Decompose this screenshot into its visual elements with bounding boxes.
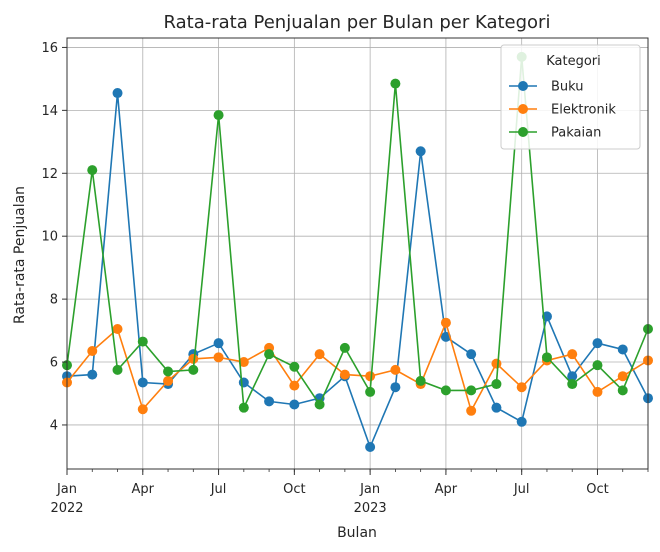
data-point-elektronik [339,369,350,380]
x-axis-label: Bulan [337,525,377,541]
data-point-pakaian [617,385,628,396]
data-point-pakaian [541,352,552,363]
legend-box [500,44,641,150]
x-tick-label: Oct [283,482,305,497]
data-point-buku [415,146,426,157]
data-point-pakaian [264,349,275,360]
data-point-elektronik [592,386,603,397]
chart-title: Rata-rata Penjualan per Bulan per Katego… [164,12,551,33]
x-tick-label: Apr [435,482,458,497]
data-point-pakaian [390,78,401,89]
data-point-pakaian [112,364,123,375]
data-point-buku [440,331,451,342]
data-point-pakaian [592,360,603,371]
data-point-pakaian [188,364,199,375]
data-point-buku [390,382,401,393]
data-point-buku [491,402,502,413]
data-point-elektronik [365,371,376,382]
data-point-buku [516,416,527,427]
data-point-buku [112,88,123,99]
data-point-elektronik [567,349,578,360]
data-point-buku [567,371,578,382]
y-tick-label: 8 [50,293,58,308]
legend-label-buku: Buku [551,80,584,95]
data-point-elektronik [163,375,174,386]
y-tick-label: 10 [41,230,58,245]
data-point-pakaian [163,366,174,377]
data-point-buku [466,349,477,360]
data-point-buku [238,377,249,388]
data-point-elektronik [440,317,451,328]
data-point-pakaian [365,386,376,397]
data-point-pakaian [238,402,249,413]
data-point-buku [289,399,300,410]
data-point-elektronik [112,324,123,335]
y-tick-label: 4 [50,418,58,433]
data-point-pakaian [87,165,98,176]
data-point-pakaian [567,379,578,390]
data-point-elektronik [466,405,477,416]
y-axis-label: Rata-rata Penjualan [12,186,28,324]
legend-marker-elektronik [518,104,528,114]
x-tick-label: Jul [210,482,227,497]
data-point-elektronik [617,371,628,382]
data-point-buku [264,396,275,407]
data-point-elektronik [238,357,249,368]
axes-frame [66,37,649,470]
x-tick-label: Apr [132,482,155,497]
data-point-elektronik [491,358,502,369]
data-point-pakaian [213,110,224,121]
plot-area: 4 6 8 10 12 14 16 Jan 2022 Apr Jul Oct Jan 2023 Apr Jul… [41,37,653,516]
y-tick-label: 14 [41,104,58,119]
data-point-pakaian [314,399,325,410]
legend-title: Kategori [546,54,601,69]
data-point-pakaian [440,385,451,396]
data-point-elektronik [289,380,300,391]
data-point-elektronik [87,346,98,357]
data-point-elektronik [390,364,401,375]
y-tick-label: 16 [41,41,58,56]
data-point-buku [137,377,148,388]
legend-label-pakaian: Pakaian [551,126,601,141]
legend-label-elektronik: Elektronik [551,103,616,118]
data-point-pakaian [415,375,426,386]
data-point-buku [365,441,376,452]
series-line-pakaian [66,56,649,411]
data-point-pakaian [491,379,502,390]
legend-marker-buku [518,81,528,91]
data-point-elektronik [516,382,527,393]
data-point-buku [592,338,603,349]
data-point-pakaian [339,342,350,353]
data-point-buku [213,338,224,349]
data-point-elektronik [137,404,148,415]
x-tick-label: Jul [513,482,530,497]
data-point-buku [617,344,628,355]
data-point-pakaian [289,361,300,372]
data-point-pakaian [137,336,148,347]
data-point-elektronik [188,353,199,364]
x-tick-year-label: 2022 [50,501,83,516]
x-tick-label: Jan [56,482,77,497]
legend-marker-pakaian [518,127,528,137]
data-point-elektronik [314,349,325,360]
x-tick-year-label: 2023 [354,501,387,516]
data-point-buku [87,369,98,380]
y-tick-label: 6 [50,356,58,371]
y-tick-label: 12 [41,167,58,182]
x-tick-label: Oct [586,482,608,497]
data-point-pakaian [466,385,477,396]
x-tick-label: Jan [359,482,380,497]
data-point-elektronik [213,352,224,363]
